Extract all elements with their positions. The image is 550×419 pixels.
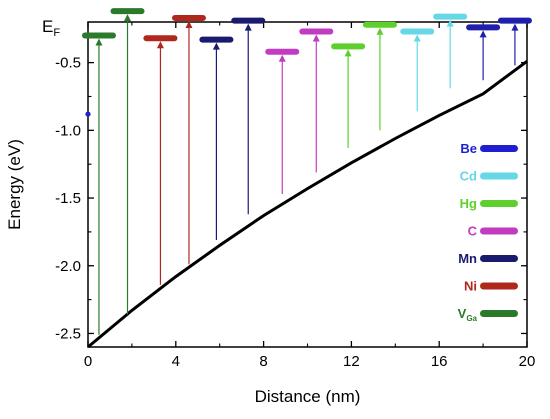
legend-label-main: Hg [460,196,477,211]
transition-arrowhead [413,34,421,42]
band-edge-curve [87,60,528,349]
x-tick-label: 16 [431,353,448,370]
transition-arrowhead [244,23,252,31]
legend-label-main: Mn [458,251,477,266]
transition-arrowhead [278,54,286,62]
defect-level-bar [497,17,532,24]
legend-label: Cd [460,169,477,184]
defect-level-bar [171,14,206,21]
fermi-level-label-sub: F [53,27,60,39]
legend-label: Be [460,141,477,156]
fermi-level-label-main: E [42,17,53,36]
defect-level-bar [362,21,397,28]
legend-label-sub: Ga [466,314,477,323]
fermi-level-label: EF [42,17,60,39]
legend-swatch [480,282,518,290]
y-tick-label: -1.5 [55,190,81,207]
defect-level-bar [110,8,145,15]
y-tick-label: -2.5 [55,325,81,342]
transition-arrowhead [511,23,519,31]
legend-swatch [480,255,518,262]
x-axis-title: Distance (nm) [255,387,361,406]
defect-level-bar [231,17,266,24]
x-tick-label: 8 [259,353,267,370]
defect-level-bar [143,35,178,42]
transition-arrowhead [312,34,320,42]
defect-level-bar [331,43,366,50]
legend-label: Hg [460,196,477,211]
defect-level-bar [400,28,435,35]
legend-label: Ni [464,279,477,294]
legend-label-main: Ni [464,279,477,294]
legend-label-main: V [458,306,467,321]
side-marker-dot [85,111,91,117]
defect-level-bar [265,48,300,55]
transition-arrowhead [479,30,487,38]
transition-arrowhead [344,49,352,57]
x-tick-label: 0 [84,353,92,370]
legend-swatch [480,200,518,207]
legend-swatch [480,145,518,152]
y-tick-label: -2.0 [55,258,81,275]
defect-level-bar [299,28,334,35]
legend-label-main: Be [460,141,477,156]
legend-label: VGa [458,306,478,323]
transition-arrowhead [185,20,193,28]
x-tick-label: 4 [172,353,180,370]
defect-level-bar [81,32,116,39]
y-tick-label: -1.0 [55,122,81,139]
legend-label-main: Cd [460,169,477,184]
legend-swatch [480,227,518,235]
transition-arrowhead [212,42,220,50]
transition-arrowhead [124,14,132,22]
transition-arrowhead [156,41,164,49]
transition-arrowhead [446,19,454,27]
x-tick-label: 20 [519,353,536,370]
legend-swatch [480,172,518,180]
x-tick-label: 12 [343,353,360,370]
transition-arrowhead [376,27,384,35]
y-tick-label: -0.5 [55,55,81,72]
legend-label: C [468,224,478,239]
legend-swatch [480,310,518,317]
defect-level-bar [433,13,468,20]
plot-frame [87,21,528,348]
legend-label-main: C [468,224,478,239]
defect-level-bar [199,36,234,43]
defect-level-bar [466,24,501,31]
y-axis-title: Energy (eV) [5,139,24,230]
transition-arrowhead [95,38,103,46]
legend-label: Mn [458,251,477,266]
